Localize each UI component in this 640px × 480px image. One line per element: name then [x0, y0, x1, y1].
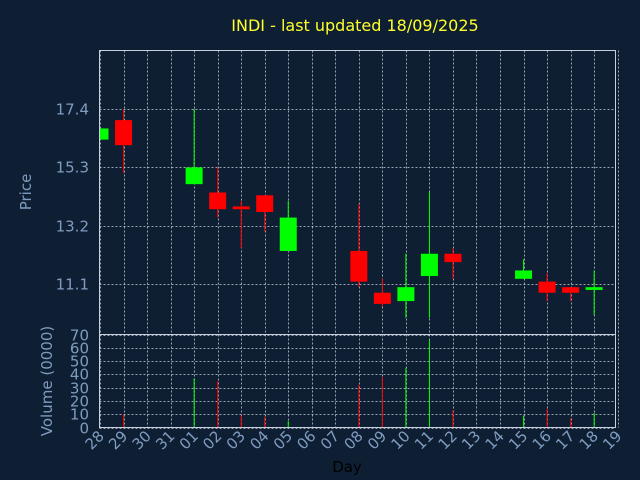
day-tick-label: 31	[152, 427, 178, 453]
chart-title: INDI - last updated 18/09/2025	[231, 16, 478, 35]
day-tick-label: 11	[411, 427, 437, 453]
candle-body	[350, 250, 368, 282]
candle-body	[115, 120, 133, 146]
volume-panel-grid	[99, 334, 619, 429]
candle-body	[279, 217, 297, 251]
day-tick-label: 14	[482, 427, 508, 453]
day-tick-label: 03	[223, 427, 249, 453]
candle-body	[397, 287, 415, 302]
x-axis-label: Day	[332, 458, 362, 476]
day-tick-label: 06	[293, 427, 319, 453]
volume-tick-label: 60	[70, 340, 89, 358]
volume-tick-label: 20	[70, 393, 89, 411]
volume-series	[123, 339, 595, 428]
candle-body	[185, 167, 203, 185]
day-tick-label: 02	[199, 427, 225, 453]
price-tick-label: 15.3	[56, 159, 89, 177]
volume-tick-label: 70	[70, 327, 89, 345]
price-panel-frame	[99, 50, 616, 335]
volume-tick-label: 0	[79, 420, 89, 438]
volume-tick-label: 40	[70, 366, 89, 384]
day-tick-label: 08	[340, 427, 366, 453]
volume-axis-label: Volume (0000)	[38, 326, 56, 436]
volume-tick-label: 50	[70, 353, 89, 371]
day-tick-label: 19	[599, 427, 625, 453]
day-tick-label: 10	[387, 427, 413, 453]
price-axis-label: Price	[17, 174, 35, 211]
day-tick-label: 13	[458, 427, 484, 453]
day-tick-label: 18	[576, 427, 602, 453]
candle-body	[99, 128, 109, 140]
day-tick-labels: 2829303101020304050607080910111213141516…	[82, 427, 626, 453]
price-tick-labels: 11.1 13.2 15.3 17.4	[56, 101, 89, 294]
candle-series	[99, 108, 603, 318]
day-tick-label: 07	[317, 427, 343, 453]
day-tick-label: 30	[129, 427, 155, 453]
panel-frames	[99, 50, 616, 428]
day-tick-label: 01	[176, 427, 202, 453]
day-tick-label: 16	[529, 427, 555, 453]
candle-body	[420, 253, 438, 277]
day-tick-label: 15	[505, 427, 531, 453]
candle-body	[373, 292, 391, 304]
day-tick-label: 17	[552, 427, 578, 453]
candle-body	[562, 287, 580, 293]
day-tick-label: 04	[246, 427, 272, 453]
price-tick-label: 13.2	[56, 218, 89, 236]
candle-body	[444, 253, 462, 263]
day-tick-label: 29	[105, 427, 131, 453]
candle-body	[209, 192, 227, 210]
volume-tick-label: 30	[70, 380, 89, 398]
candle-body	[538, 281, 556, 293]
volume-panel-frame	[99, 334, 616, 428]
candle-body	[585, 287, 603, 290]
candle-body	[515, 270, 533, 279]
price-tick-label: 11.1	[56, 276, 89, 294]
candle-body	[232, 206, 250, 210]
price-tick-label: 17.4	[56, 101, 89, 119]
day-tick-label: 09	[364, 427, 390, 453]
day-tick-label: 05	[270, 427, 296, 453]
volume-tick-label: 10	[70, 406, 89, 424]
day-tick-label: 12	[435, 427, 461, 453]
candle-body	[256, 195, 274, 212]
